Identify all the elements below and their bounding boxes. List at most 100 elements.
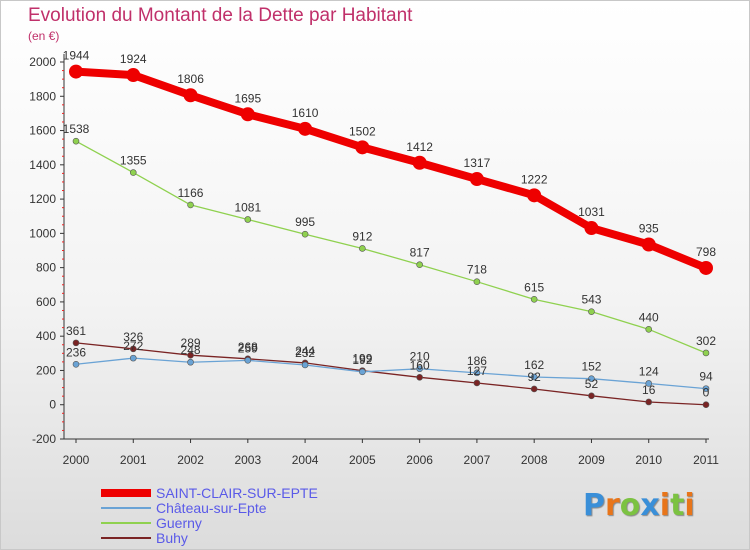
x-tick-label: 2010 — [635, 453, 662, 467]
x-tick-label: 2002 — [177, 453, 204, 467]
data-label: 615 — [524, 280, 544, 294]
data-label: 440 — [639, 310, 659, 324]
data-point — [301, 230, 309, 238]
data-label: 236 — [66, 345, 86, 359]
legend-swatch — [101, 522, 151, 524]
logo-letter: x — [640, 488, 660, 523]
data-point — [301, 361, 309, 369]
data-point — [641, 237, 656, 252]
data-point — [126, 68, 141, 83]
data-label: 199 — [352, 352, 372, 366]
logo-letter: r — [605, 488, 620, 523]
data-point — [469, 172, 484, 187]
data-label: 1806 — [177, 72, 204, 86]
data-label: 1222 — [521, 172, 548, 186]
data-label: 1924 — [120, 52, 147, 66]
data-point — [645, 380, 653, 387]
data-label: 798 — [696, 245, 716, 259]
legend-label: Guerny — [156, 515, 202, 531]
data-label: 326 — [123, 330, 143, 344]
data-point — [355, 140, 370, 155]
data-point — [702, 385, 710, 392]
data-label: 1610 — [292, 106, 319, 120]
x-tick-label: 2007 — [464, 453, 491, 467]
data-point — [244, 216, 252, 223]
data-label: 259 — [238, 341, 258, 355]
data-point — [240, 107, 255, 122]
y-tick-label: 1000 — [29, 226, 56, 240]
data-point — [588, 308, 595, 315]
y-tick-label: 600 — [36, 295, 56, 309]
data-label: 160 — [410, 358, 430, 372]
data-label: 186 — [467, 354, 487, 368]
y-tick-label: 1400 — [29, 158, 56, 172]
data-label: 92 — [528, 370, 542, 384]
data-label: 1502 — [349, 124, 376, 138]
data-point — [702, 401, 710, 409]
x-tick-label: 2001 — [120, 453, 147, 467]
legend-label: Buhy — [156, 530, 188, 546]
data-point — [416, 365, 423, 373]
data-label: 52 — [585, 377, 599, 391]
chart-legend: SAINT-CLAIR-SUR-EPTE Château-sur-Epte Guer… — [101, 485, 341, 546]
legend-label: SAINT-CLAIR-SUR-EPTE — [156, 485, 318, 501]
series-line-1 — [75, 357, 707, 390]
x-tick-label: 2004 — [292, 453, 319, 467]
legend-swatch — [101, 507, 151, 509]
data-label: 0 — [703, 386, 710, 400]
legend-swatch — [101, 537, 151, 539]
x-tick-label: 2009 — [578, 453, 605, 467]
data-label: 1695 — [234, 91, 261, 105]
data-label: 361 — [66, 324, 86, 338]
legend-item: Buhy — [101, 530, 341, 546]
data-label: 124 — [639, 364, 659, 378]
y-tick-label: -200 — [32, 432, 56, 446]
x-tick-label: 2006 — [406, 453, 433, 467]
data-label: 1081 — [234, 200, 261, 214]
data-point — [412, 155, 427, 170]
series-line-3 — [75, 342, 707, 406]
data-point — [359, 368, 366, 376]
logo-letter: i — [659, 488, 671, 523]
series-line-0 — [72, 67, 710, 272]
y-tick-label: 200 — [36, 363, 56, 377]
data-label: 127 — [467, 364, 487, 378]
legend-swatch — [101, 489, 151, 497]
data-point — [584, 221, 599, 236]
data-point — [187, 358, 194, 366]
logo-letter: i — [684, 488, 695, 523]
data-point — [473, 379, 481, 387]
data-point — [298, 121, 313, 136]
data-label: 1412 — [406, 140, 433, 154]
data-label: 152 — [581, 360, 601, 374]
data-label: 162 — [524, 358, 544, 372]
data-label: 16 — [642, 383, 656, 397]
series-line-2 — [75, 140, 707, 354]
data-label: 1355 — [120, 154, 147, 168]
legend-item: Guerny — [101, 515, 341, 531]
data-point — [702, 349, 710, 357]
chart-subtitle: (en €) — [28, 29, 60, 43]
data-label: 912 — [352, 229, 372, 243]
data-label: 1031 — [578, 205, 605, 219]
data-label: 248 — [181, 343, 201, 357]
data-label: 935 — [639, 222, 659, 236]
data-point — [183, 88, 198, 103]
data-point — [416, 261, 423, 269]
logo-letter: t — [670, 488, 685, 523]
chart-title: Evolution du Montant de la Dette par Hab… — [28, 5, 413, 26]
data-point — [530, 385, 538, 393]
data-point — [244, 357, 252, 364]
x-tick-label: 2005 — [349, 453, 376, 467]
data-label: 94 — [699, 370, 713, 384]
data-label: 210 — [410, 350, 430, 364]
data-point — [359, 245, 366, 252]
data-point — [473, 278, 481, 285]
data-point — [129, 345, 137, 353]
data-label: 232 — [295, 346, 315, 360]
logo-letter: o — [619, 488, 641, 523]
data-label: 1317 — [464, 156, 491, 170]
data-label: 1166 — [178, 186, 204, 200]
